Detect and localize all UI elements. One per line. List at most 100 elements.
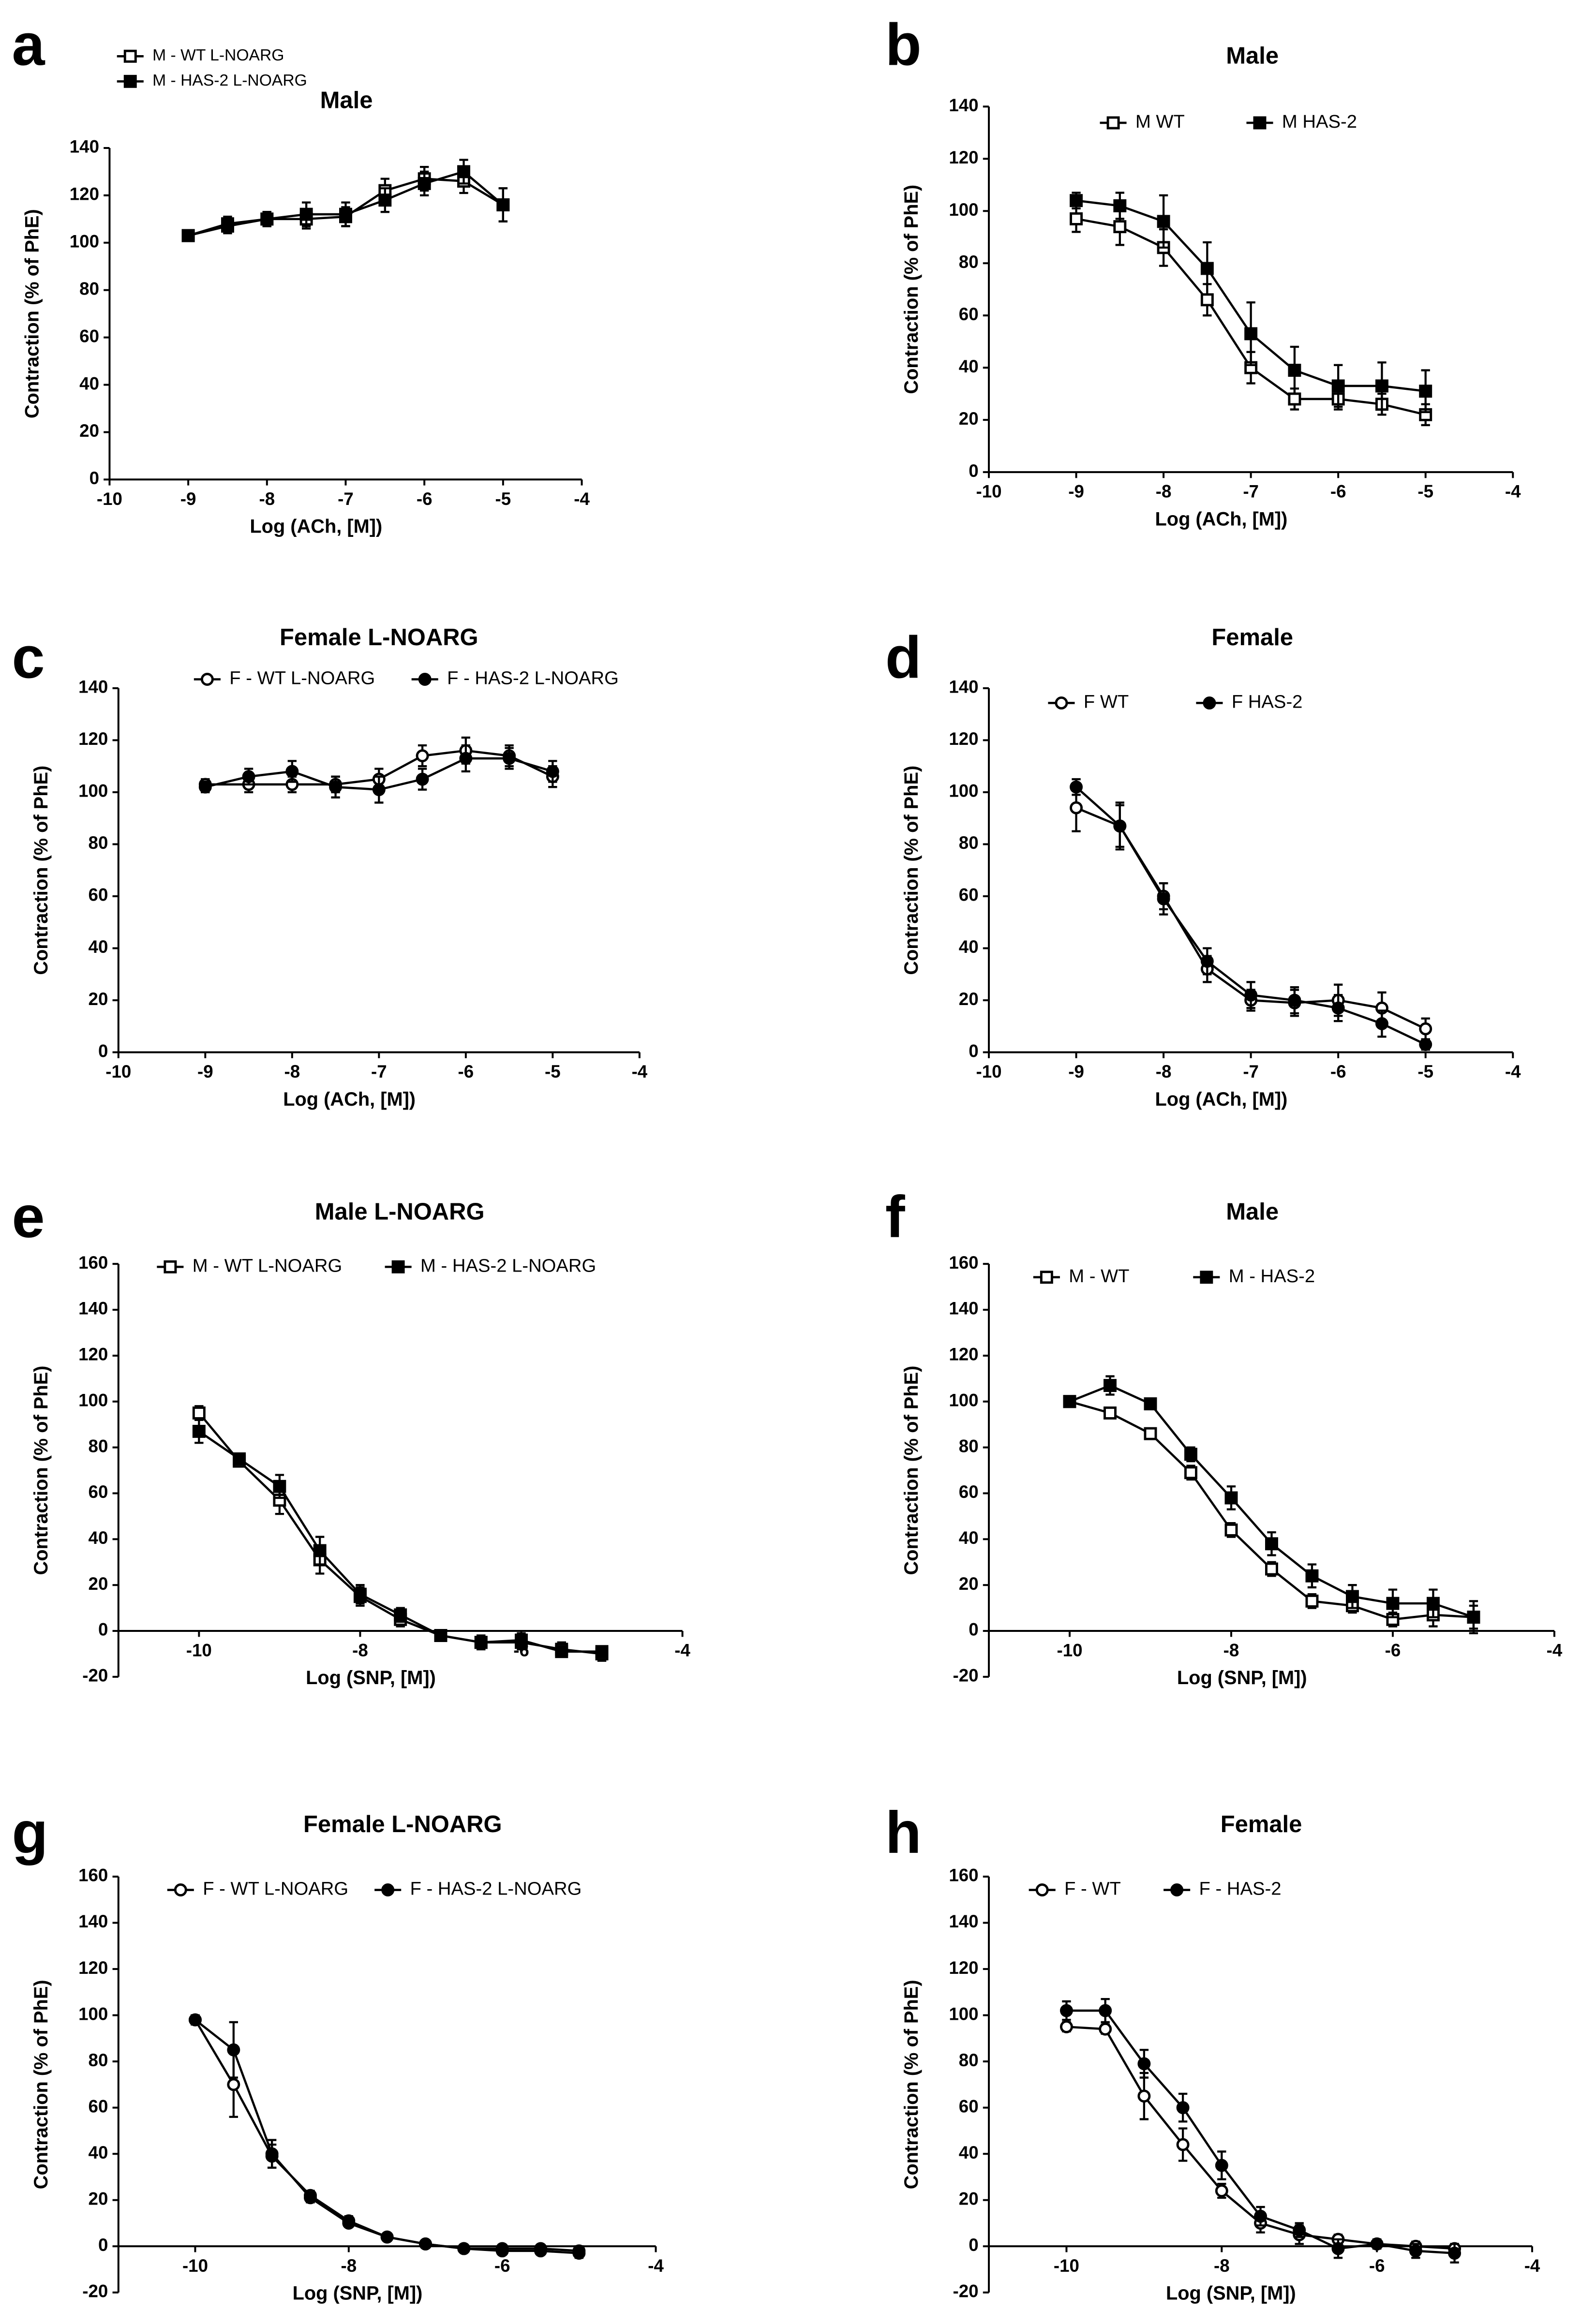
marker	[1305, 1569, 1319, 1583]
marker	[198, 780, 212, 794]
x-tick-label: -8	[259, 489, 275, 509]
marker	[299, 207, 313, 221]
panel-letter: e	[12, 1184, 45, 1250]
y-tick-label: 20	[79, 421, 99, 441]
y-tick-label: 140	[70, 137, 99, 157]
y-tick-label: 20	[959, 1574, 979, 1594]
marker	[1370, 2237, 1384, 2250]
x-tick-label: -9	[180, 489, 196, 509]
x-tick-label: -8	[1156, 1062, 1172, 1081]
marker	[1070, 780, 1083, 794]
y-tick-label: 100	[949, 2004, 978, 2024]
marker	[1293, 2223, 1306, 2237]
panel: e Male L-NOARG -20 0 20 40 60 80 100 120 140 160 -10…	[12, 1184, 690, 1688]
x-tick-label: -4	[674, 1641, 690, 1660]
x-tick-label: -4	[1505, 482, 1521, 502]
marker	[496, 198, 510, 211]
y-tick-label: 100	[949, 200, 978, 220]
y-tick-label: 40	[89, 1528, 108, 1548]
series-line	[194, 2019, 580, 2254]
x-axis-label: Log (SNP, [M])	[293, 2282, 423, 2304]
marker	[1113, 819, 1127, 833]
marker	[1467, 1611, 1480, 1624]
marker	[1288, 364, 1301, 377]
y-tick-label: 80	[89, 2050, 108, 2070]
y-tick-label: 40	[959, 1528, 979, 1548]
x-tick-label: -10	[976, 482, 1001, 502]
legend-label: F - WT L-NOARG	[229, 668, 375, 689]
x-axis-label: Log (ACh, [M])	[283, 1089, 416, 1110]
y-tick-label: 40	[89, 937, 108, 957]
chart-title: Female	[1221, 1811, 1302, 1837]
y-axis-label: Contraction (% of PhE)	[30, 1980, 52, 2189]
y-tick-label: 60	[79, 326, 99, 346]
y-tick-label: 0	[98, 1620, 108, 1640]
x-tick-label: -9	[1068, 482, 1084, 502]
marker	[1265, 1562, 1278, 1576]
marker	[339, 207, 352, 221]
y-tick-label: 140	[78, 1299, 108, 1318]
x-tick-label: -6	[1330, 482, 1346, 502]
panel: d Female 0 20 40 60 80 100 120 140 -10 -9 -8 -7 -6 -5 -4…	[885, 624, 1521, 1110]
panel-letter: c	[12, 624, 45, 690]
marker	[342, 2217, 356, 2230]
marker	[1253, 116, 1267, 130]
marker	[1055, 696, 1068, 710]
y-tick-label: 100	[949, 1390, 978, 1410]
x-tick-label: -8	[341, 2256, 357, 2276]
y-axis-label: Contraction (% of PhE)	[22, 209, 43, 418]
marker	[1137, 2057, 1151, 2071]
marker	[1184, 1448, 1197, 1461]
y-tick-label: 20	[959, 989, 979, 1009]
y-axis-label: Contraction (% of PhE)	[901, 766, 922, 975]
y-axis-label: Contraction (% of PhE)	[30, 1366, 52, 1575]
marker	[1144, 1397, 1157, 1410]
x-axis-label: Log (SNP, [M])	[306, 1667, 436, 1688]
x-tick-label: -10	[182, 2256, 208, 2276]
y-tick-label: 140	[78, 1911, 108, 1931]
marker	[1203, 696, 1216, 710]
marker	[378, 193, 392, 207]
marker	[181, 229, 195, 242]
marker	[1244, 327, 1258, 340]
y-axis-label: Contraction (% of PhE)	[901, 185, 922, 394]
x-tick-label: -7	[1243, 482, 1259, 502]
marker	[192, 1406, 206, 1420]
x-tick-label: -4	[632, 1062, 648, 1081]
marker	[1331, 1001, 1345, 1015]
x-axis-label: Log (ACh, [M])	[250, 516, 382, 537]
marker	[503, 752, 516, 765]
marker	[1059, 2020, 1073, 2033]
marker	[233, 1452, 246, 1465]
marker	[1331, 379, 1345, 393]
y-tick-label: -20	[953, 2281, 979, 2301]
x-tick-label: -8	[284, 1062, 300, 1081]
y-tick-label: 120	[78, 729, 108, 749]
x-tick-label: -5	[545, 1062, 561, 1081]
marker	[419, 2237, 432, 2250]
marker	[242, 770, 255, 784]
legend-label: M - WT	[1069, 1266, 1129, 1287]
marker	[416, 772, 429, 786]
chart-title: Male L-NOARG	[315, 1199, 485, 1225]
x-tick-label: -6	[494, 2256, 510, 2276]
marker	[1144, 1427, 1157, 1440]
marker	[1419, 1022, 1432, 1036]
marker	[174, 1883, 187, 1896]
y-tick-label: 40	[79, 373, 99, 393]
panel-letter: f	[885, 1184, 905, 1250]
y-tick-label: 0	[969, 2235, 978, 2255]
marker	[1099, 2004, 1112, 2017]
y-tick-label: 40	[959, 937, 979, 957]
marker	[1200, 1271, 1213, 1284]
y-tick-label: 60	[959, 1482, 979, 1502]
x-tick-label: -5	[495, 489, 511, 509]
marker	[394, 1608, 407, 1622]
panel-letter: d	[885, 624, 922, 690]
x-tick-label: -4	[1524, 2256, 1540, 2276]
marker	[260, 212, 274, 226]
x-axis-label: Log (SNP, [M])	[1177, 1667, 1307, 1688]
x-tick-label: -7	[338, 489, 354, 509]
y-axis-label: Contraction (% of PhE)	[901, 1980, 922, 2189]
